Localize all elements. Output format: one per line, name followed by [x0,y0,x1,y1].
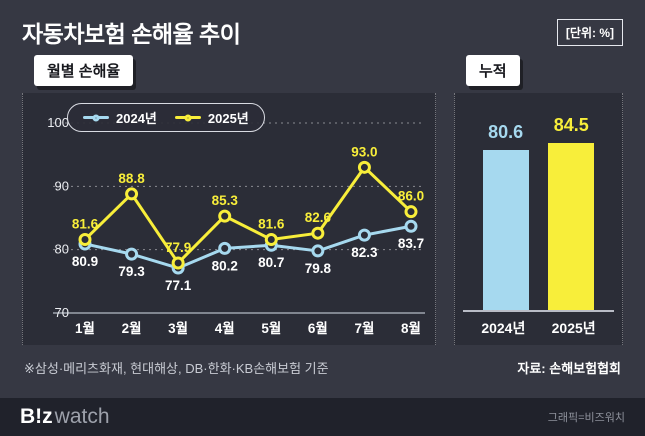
point-marker-2025년 [311,226,325,240]
page-title: 자동차보험 손해율 추이 [22,21,241,47]
monthly-chart-section: 월별 손해율 70 80 90 100 1월 2월 3월 4월 5월 6월 7월 8월 80.9 79.3… [22,55,436,345]
bar-group-2024년: 80.6 [482,122,529,310]
point-marker-2024년 [218,241,232,255]
point-marker-2024년 [404,219,418,233]
data-label-2024년: 79.8 [305,261,332,276]
data-label-2025년: 82.6 [305,210,332,225]
legend-label-2025: 2025년 [207,111,249,126]
data-label-2025년: 88.8 [118,171,145,186]
data-label-2025년: 77.9 [165,240,191,255]
point-marker-2025년 [264,233,278,247]
point-marker-2025년 [404,205,418,219]
x-tick-label: 4월 [215,320,235,336]
line-marker-2024-icon [83,114,109,121]
point-marker-2025년 [357,160,371,174]
bar-name: 2025년 [551,320,596,336]
credit: 그래픽=비즈워치 [547,412,625,424]
legend-label-2024: 2024년 [116,111,157,126]
footer-bar: B!zwatch 그래픽=비즈워치 [0,398,645,436]
line-2024년 [83,224,413,270]
data-label-2025년: 81.6 [72,217,99,232]
line-2025년 [83,165,413,265]
monthly-line-chart-panel: 70 80 90 100 1월 2월 3월 4월 5월 6월 7월 8월 80.9 79.3 77.1 80.… [22,93,436,345]
data-label-2024년: 79.3 [118,264,145,279]
cumulative-chart-section: 누적 80.6 84.5 2024년 2025년 [454,55,623,345]
logo-bold: B!z [20,405,53,428]
legend-item-2025: 2025년 [174,108,249,127]
source: 자료: 손해보험협회 [517,361,621,376]
x-tick-label: 2월 [122,320,142,336]
point-marker-2025년 [218,209,232,223]
data-label-2024년: 82.3 [351,245,378,260]
bar-group-2025년: 84.5 [548,115,595,310]
charts-row: 월별 손해율 70 80 90 100 1월 2월 3월 4월 5월 6월 7월 8월 80.9 79.3… [0,51,645,345]
data-label-2025년: 86.0 [398,189,424,204]
legend: 2024년 2025년 [67,103,265,132]
bizwatch-logo: B!zwatch [20,405,110,429]
x-tick-label: 8월 [401,320,421,336]
point-marker-2024년 [311,244,325,258]
legend-item-2024: 2024년 [83,108,157,127]
y-tick-label: 70 [55,305,69,320]
bar [482,150,529,310]
point-marker-2025년 [78,233,92,247]
bar-axis-labels: 2024년 2025년 [463,312,614,345]
footnote: ※삼성·메리츠화재, 현대해상, DB·한화·KB손해보험 기준 [24,361,329,376]
x-tick-label: 6월 [308,320,328,336]
data-label-2024년: 77.1 [165,278,192,293]
header: 자동차보험 손해율 추이 [단위: %] [0,0,645,51]
y-tick-label: 80 [55,242,69,257]
point-marker-2025년 [171,256,185,270]
bar-value: 80.6 [488,122,524,142]
cumulative-bar-chart-panel: 80.6 84.5 2024년 2025년 [454,93,623,345]
monthly-loss-ratio-line-chart: 70 80 90 100 1월 2월 3월 4월 5월 6월 7월 8월 80.9 79.3 77.1 80.… [47,115,425,336]
y-tick-label: 90 [55,178,69,193]
x-tick-label: 7월 [354,320,374,336]
monthly-chart-title: 월별 손해율 [34,55,134,86]
data-label-2024년: 83.7 [398,236,424,251]
point-marker-2024년 [357,228,371,242]
data-label-2024년: 80.2 [212,258,238,273]
logo-light: watch [54,405,110,428]
cumulative-chart-title: 누적 [466,55,520,86]
bar [548,143,595,310]
x-tick-label: 1월 [75,320,95,336]
line-marker-2025-icon [174,114,201,121]
data-label-2025년: 85.3 [212,193,239,208]
data-label-2024년: 80.9 [72,254,98,269]
data-label-2025년: 93.0 [351,144,377,159]
footnotes-row: ※삼성·메리츠화재, 현대해상, DB·한화·KB손해보험 기준 자료: 손해보… [0,345,645,385]
data-label-2025년: 81.6 [258,217,285,232]
point-marker-2024년 [125,247,139,261]
data-label-2024년: 80.7 [258,255,284,270]
y-tick-label: 100 [47,115,69,130]
point-marker-2025년 [125,187,139,201]
x-tick-label: 3월 [168,320,188,336]
x-tick-label: 5월 [261,320,281,336]
bar-name: 2024년 [481,320,526,336]
cumulative-bar-chart: 80.6 84.5 [463,93,614,312]
bar-value: 84.5 [553,115,589,135]
unit-label: [단위: %] [556,19,623,46]
